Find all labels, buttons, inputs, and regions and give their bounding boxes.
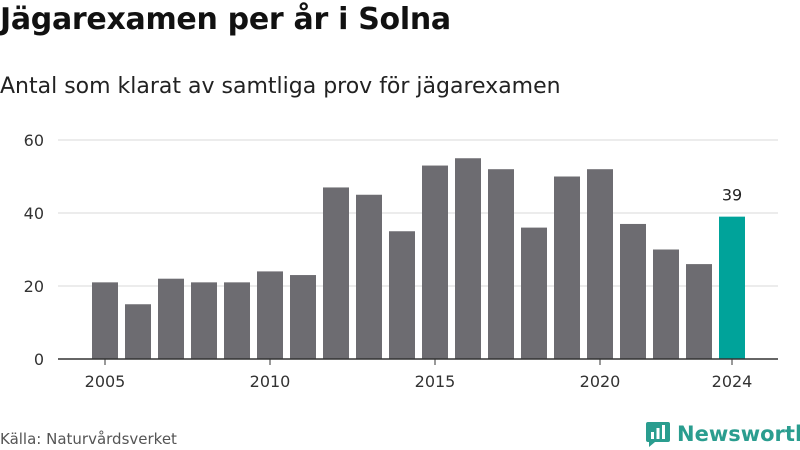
bar <box>356 194 382 359</box>
bar <box>257 271 283 359</box>
bar <box>125 304 151 359</box>
bar <box>389 231 415 359</box>
bar <box>686 264 712 359</box>
bar <box>224 282 250 359</box>
y-tick-label: 20 <box>24 277 44 296</box>
bar <box>488 169 514 359</box>
y-tick-label: 0 <box>34 350 44 369</box>
bar <box>92 282 118 359</box>
bar <box>653 249 679 359</box>
bar <box>290 275 316 359</box>
bar <box>323 187 349 359</box>
bar <box>554 176 580 359</box>
bar-highlight <box>719 216 745 359</box>
y-tick-label: 40 <box>24 204 44 223</box>
x-tick-label: 2005 <box>85 372 126 391</box>
brand-name: Newsworthy <box>677 422 800 446</box>
x-tick-label: 2020 <box>580 372 621 391</box>
x-tick-label: 2010 <box>250 372 291 391</box>
bar <box>158 278 184 359</box>
bar <box>455 158 481 359</box>
y-tick-label: 60 <box>24 131 44 150</box>
chart-subtitle: Antal som klarat av samtliga prov för jä… <box>0 74 561 99</box>
bar <box>191 282 217 359</box>
data-label: 39 <box>722 186 742 205</box>
x-tick-label: 2024 <box>712 372 753 391</box>
source-note: Källa: Naturvårdsverket <box>0 430 177 448</box>
bar-chart: 0 20 40 60 39 2005 2010 2015 2020 2024 <box>24 131 778 391</box>
chart-title: Jägarexamen per år i Solna <box>0 2 451 37</box>
newsworthy-logo: Newsworthy <box>645 420 800 448</box>
bar <box>422 165 448 359</box>
bar <box>521 227 547 359</box>
x-tick-label: 2015 <box>415 372 456 391</box>
bar <box>587 169 613 359</box>
bar <box>620 223 646 359</box>
bar-chart-bubble-icon <box>646 422 670 447</box>
